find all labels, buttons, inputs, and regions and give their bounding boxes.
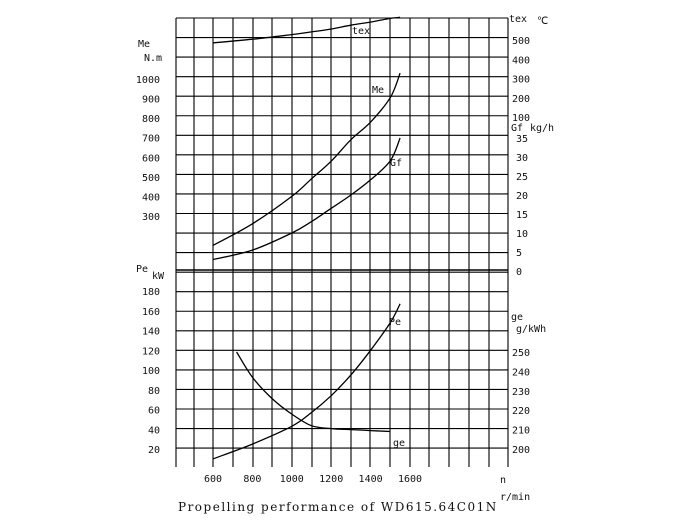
x-tick-label: 800 xyxy=(243,474,261,485)
gf-tick-label: 20 xyxy=(516,191,528,202)
series-line-gf xyxy=(212,137,401,261)
ge-axis-label: ge xyxy=(511,312,523,323)
series-label-tex: tex xyxy=(352,26,370,37)
ge-tick-label: 230 xyxy=(512,387,530,398)
series-label-pe: Pe xyxy=(389,317,401,328)
pe-tick-label: 100 xyxy=(142,366,160,377)
pe-tick-label: 120 xyxy=(142,346,160,357)
series-label-me: Me xyxy=(372,85,384,96)
tex-tick-label: 500 xyxy=(512,36,530,47)
series-line-tex xyxy=(212,16,401,44)
chart-caption: Propelling performance of WD615.64C01N xyxy=(178,500,498,514)
gf-tick-label: 10 xyxy=(516,229,528,240)
ge-tick-label: 200 xyxy=(512,445,530,456)
x-axis-unit: r/min xyxy=(500,492,530,503)
x-tick-label: 600 xyxy=(204,474,222,485)
tex-axis-unit: ℃ xyxy=(537,16,548,27)
series-label-gf: Gf xyxy=(390,158,402,169)
gf-axis-unit: kg/h xyxy=(530,123,554,134)
series-line-ge xyxy=(236,351,391,433)
gf-tick-label: 15 xyxy=(516,210,528,221)
gf-axis-label: Gf xyxy=(511,123,523,134)
me-tick-label: 800 xyxy=(142,114,160,125)
me-tick-label: 400 xyxy=(142,192,160,203)
ge-tick-label: 240 xyxy=(512,367,530,378)
ge-tick-label: 220 xyxy=(512,406,530,417)
tex-tick-label: 100 xyxy=(512,113,530,124)
x-tick-label: 1600 xyxy=(398,474,422,485)
pe-tick-label: 80 xyxy=(148,386,160,397)
series-line-pe xyxy=(212,303,401,460)
tex-tick-label: 400 xyxy=(512,55,530,66)
pe-tick-label: 160 xyxy=(142,307,160,318)
x-tick-label: 1400 xyxy=(359,474,383,485)
chart-grid xyxy=(175,17,509,467)
me-axis-unit: N.m xyxy=(144,53,162,64)
pe-axis-unit: kW xyxy=(152,271,165,282)
gf-tick-label: 25 xyxy=(516,172,528,183)
pe-axis-label: Pe xyxy=(136,264,148,275)
gf-tick-label: 5 xyxy=(516,248,522,259)
me-tick-label: 900 xyxy=(142,95,160,106)
pe-tick-label: 180 xyxy=(142,287,160,298)
me-tick-label: 500 xyxy=(142,173,160,184)
x-tick-label: 1200 xyxy=(319,474,343,485)
pe-tick-label: 140 xyxy=(142,327,160,338)
ge-tick-label: 250 xyxy=(512,348,530,359)
gf-tick-label: 35 xyxy=(516,134,528,145)
tex-tick-label: 300 xyxy=(512,75,530,86)
pe-tick-label: 40 xyxy=(148,425,160,436)
me-axis-label: Me xyxy=(138,39,150,50)
me-tick-label: 700 xyxy=(142,134,160,145)
tex-tick-label: 200 xyxy=(512,94,530,105)
me-tick-label: 600 xyxy=(142,153,160,164)
pe-tick-label: 20 xyxy=(148,445,160,456)
tex-axis-label: tex xyxy=(509,14,527,25)
gf-tick-label: 30 xyxy=(516,153,528,164)
ge-tick-label: 210 xyxy=(512,426,530,437)
pe-tick-label: 60 xyxy=(148,406,160,417)
chart-curves xyxy=(212,16,401,460)
me-tick-label: 300 xyxy=(142,212,160,223)
gf-tick-label: 0 xyxy=(516,267,522,278)
x-tick-label: 1000 xyxy=(280,474,304,485)
x-axis-letter: n xyxy=(500,475,506,486)
series-label-ge: ge xyxy=(393,438,405,449)
axis-ticks: 600 800 1000 1200 1400 1600300400500600700800… xyxy=(136,36,530,485)
series-line-me xyxy=(212,72,401,246)
me-tick-label: 1000 xyxy=(136,75,160,86)
ge-axis-unit: g/kWh xyxy=(516,324,546,335)
